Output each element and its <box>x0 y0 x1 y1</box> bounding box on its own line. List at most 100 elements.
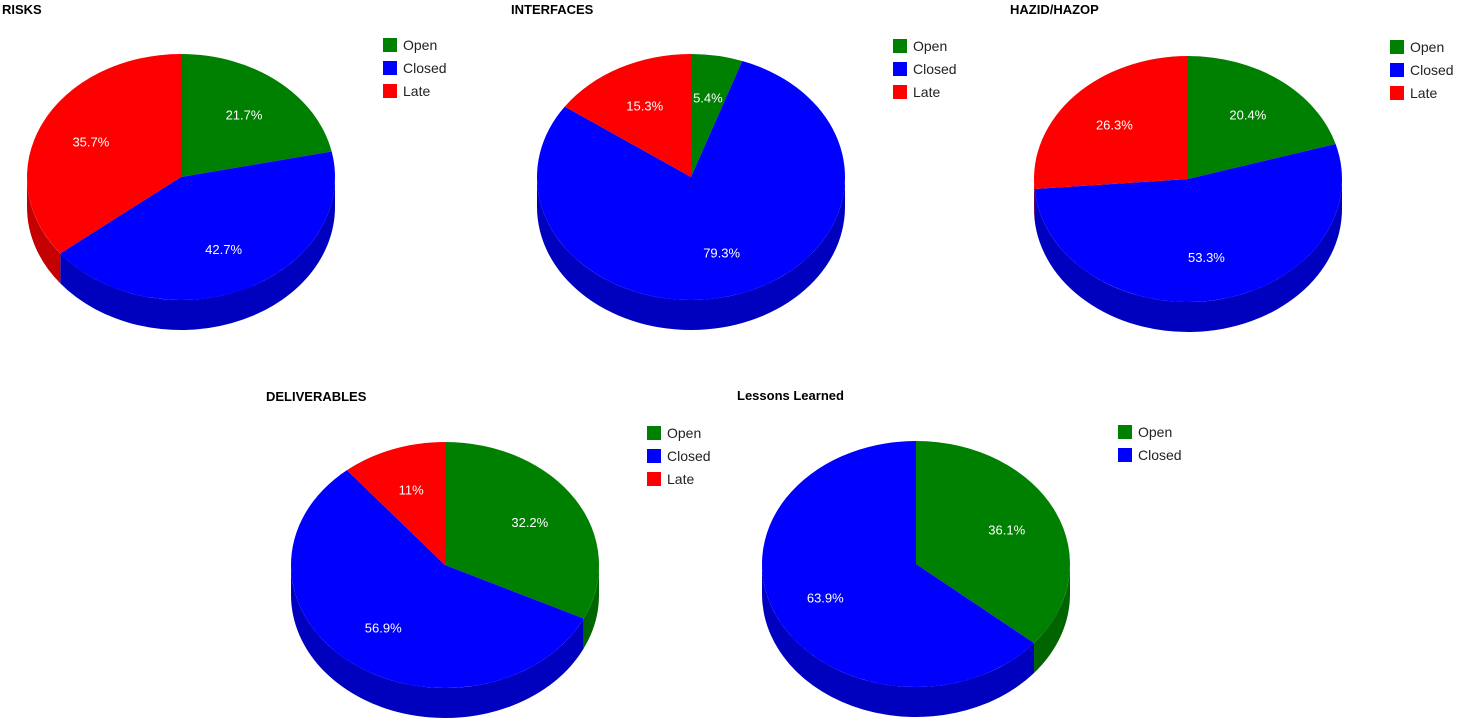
legend-swatch <box>647 426 661 440</box>
legend-item-late[interactable]: Late <box>383 83 430 99</box>
legend-label: Closed <box>667 448 711 464</box>
slice-label-late: 26.3% <box>1096 117 1133 132</box>
pie-side-closed <box>60 177 335 331</box>
legend-swatch <box>647 449 661 463</box>
pie-slices <box>1034 56 1342 302</box>
legend-item-open[interactable]: Open <box>383 37 437 53</box>
pie-sides <box>1034 179 1342 333</box>
chart-title: DELIVERABLES <box>266 389 367 404</box>
legend-swatch <box>1118 448 1132 462</box>
pie-slice-closed[interactable] <box>537 61 845 301</box>
legend-label: Late <box>403 83 431 99</box>
pie-slice-open[interactable] <box>181 54 332 177</box>
legend-label: Closed <box>403 60 447 76</box>
pie-slice-open[interactable] <box>916 441 1070 643</box>
slice-label-open: 21.7% <box>226 107 263 122</box>
legend-item-closed[interactable]: Closed <box>383 60 447 76</box>
pie-slice-closed[interactable] <box>291 470 584 688</box>
legend-swatch <box>893 62 907 76</box>
legend-label: Open <box>913 38 948 54</box>
chart-hazid-hazop: HAZID/HAZOP 20.4% 53.3% 26.3% Open Closed La… <box>980 0 1462 350</box>
legend-label: Closed <box>1410 62 1454 78</box>
pie-slices <box>762 441 1070 687</box>
pie-chart: 32.2% 56.9% 11% <box>291 442 599 718</box>
slice-label-late: 35.7% <box>72 135 109 150</box>
legend-item-open[interactable]: Open <box>647 425 701 441</box>
pie-side-late <box>1034 179 1035 220</box>
legend-swatch <box>1118 425 1132 439</box>
slice-label-open: 20.4% <box>1229 107 1266 122</box>
pie-slice-closed[interactable] <box>762 441 1035 687</box>
slice-label-closed: 53.3% <box>1188 250 1225 265</box>
pie-side-closed <box>762 564 1035 717</box>
pie-side-open <box>1034 564 1070 673</box>
pie-sides <box>291 565 599 718</box>
legend-item-closed[interactable]: Closed <box>1390 62 1454 78</box>
legend-swatch <box>383 38 397 52</box>
legend-item-late[interactable]: Late <box>647 471 694 487</box>
legend-item-closed[interactable]: Closed <box>1118 447 1182 463</box>
legend-item-late[interactable]: Late <box>1390 85 1437 101</box>
legend-label: Closed <box>913 61 957 77</box>
pie-side-closed <box>291 565 584 718</box>
legend-item-open[interactable]: Open <box>1390 39 1444 55</box>
pie-slice-late[interactable] <box>346 442 445 565</box>
pie-slice-late[interactable] <box>564 54 691 177</box>
pie-slice-closed[interactable] <box>1034 143 1342 302</box>
legend-label: Late <box>667 471 695 487</box>
legend-item-open[interactable]: Open <box>893 38 947 54</box>
legend-swatch <box>383 61 397 75</box>
pie-slice-open[interactable] <box>691 54 743 177</box>
slice-label-open: 36.1% <box>988 523 1025 538</box>
legend-label: Open <box>1410 39 1445 55</box>
legend-swatch <box>893 85 907 99</box>
pie-slices <box>291 442 599 688</box>
legend-item-open[interactable]: Open <box>1118 424 1172 440</box>
legend-label: Open <box>1138 424 1173 440</box>
pie-side-closed <box>1034 179 1342 333</box>
legend-swatch <box>1390 40 1404 54</box>
pie-slices <box>537 54 845 301</box>
pie-slice-closed[interactable] <box>60 151 335 300</box>
pie-slice-open[interactable] <box>1188 56 1336 179</box>
chart-title: RISKS <box>2 2 42 17</box>
legend-swatch <box>893 39 907 53</box>
legend-item-closed[interactable]: Closed <box>647 448 711 464</box>
pie-sides <box>537 177 845 330</box>
slice-label-open: 5.4% <box>693 91 723 106</box>
legend-swatch <box>1390 63 1404 77</box>
legend-label: Late <box>1410 85 1438 101</box>
legend-label: Open <box>667 425 702 441</box>
pie-sides <box>762 564 1070 717</box>
pie-slice-late[interactable] <box>27 54 181 254</box>
legend-swatch <box>383 84 397 98</box>
slice-label-late: 15.3% <box>626 99 663 114</box>
chart-title: INTERFACES <box>511 2 594 17</box>
pie-chart: 21.7% 42.7% 35.7% <box>27 54 335 331</box>
chart-risks: RISKS 21.7% 42.7% 35.7% Open Closed Late <box>0 0 480 350</box>
pie-side-late <box>27 177 61 284</box>
pie-chart: 20.4% 53.3% 26.3% <box>1034 56 1342 333</box>
slice-label-open: 32.2% <box>511 515 548 530</box>
legend-item-closed[interactable]: Closed <box>893 61 957 77</box>
pie-sides <box>27 177 335 331</box>
pie-slices <box>27 54 335 300</box>
legend-label: Open <box>403 37 438 53</box>
slice-label-closed: 79.3% <box>703 246 740 261</box>
pie-chart: 5.4% 79.3% 15.3% <box>537 54 845 330</box>
chart-title: Lessons Learned <box>737 388 844 403</box>
pie-slice-late[interactable] <box>1034 56 1188 190</box>
legend-swatch <box>1390 86 1404 100</box>
chart-lessons-learned: Lessons Learned 36.1% 63.9% Open Closed <box>737 380 1220 726</box>
chart-interfaces: INTERFACES 5.4% 79.3% 15.3% Open Closed Late <box>480 0 980 350</box>
slice-label-closed: 42.7% <box>205 242 242 257</box>
pie-side-open <box>583 565 599 649</box>
chart-deliverables: DELIVERABLES 32.2% 56.9% 11% Open Closed Lat… <box>260 380 740 726</box>
legend-label: Late <box>913 84 941 100</box>
slice-label-closed: 56.9% <box>365 620 402 635</box>
legend-item-late[interactable]: Late <box>893 84 940 100</box>
pie-chart: 36.1% 63.9% <box>762 441 1070 717</box>
legend-swatch <box>647 472 661 486</box>
pie-side-closed <box>537 177 845 330</box>
pie-slice-open[interactable] <box>445 442 599 619</box>
